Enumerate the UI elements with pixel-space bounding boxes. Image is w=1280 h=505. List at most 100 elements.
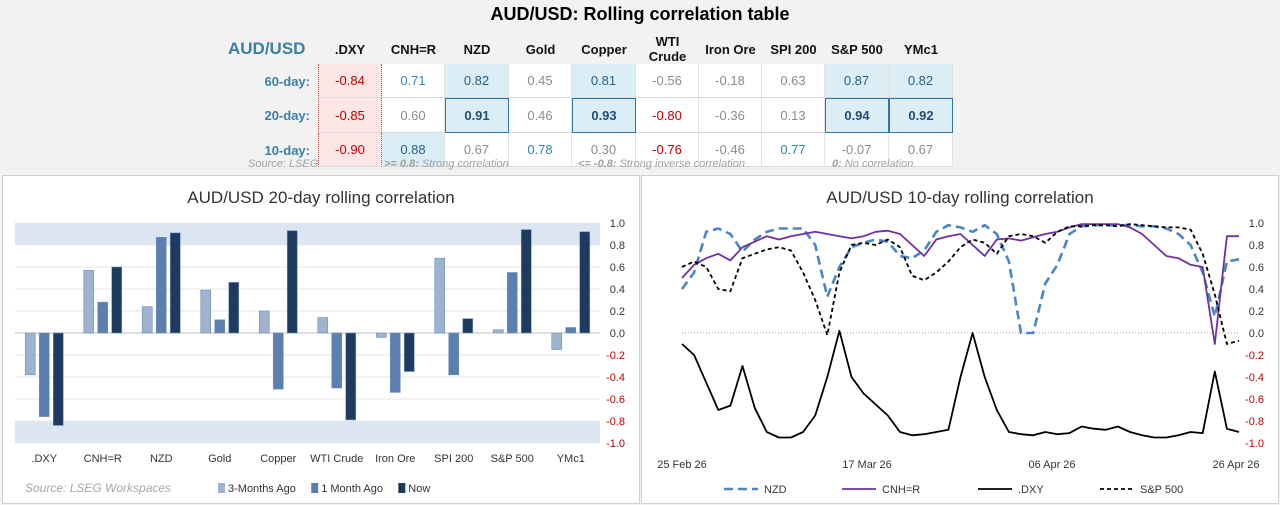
x-tick-label: NZD: [150, 453, 173, 465]
series-line: [681, 223, 1239, 345]
no-correlation-note: 0: No correlation: [832, 158, 914, 170]
bar: [228, 282, 240, 334]
series-line: [680, 223, 1240, 335]
line-chart: 1.0 0.8 0.6 0.4 0.2 0.0 -0.2 -0.4 -0.6 -0.8 -1.0 25…: [657, 218, 1264, 496]
bar: [169, 232, 181, 334]
bar: [38, 332, 50, 417]
legend-swatch: [218, 483, 225, 493]
line-chart-title: AUD/USD 10-day rolling correlation: [826, 188, 1094, 207]
bar: [375, 332, 387, 338]
table-corner-label: AUD/USD: [228, 39, 306, 58]
table-cell: 0.94: [825, 98, 889, 133]
y-tick-label: 0.8: [610, 240, 625, 252]
bar: [434, 257, 446, 334]
column-header: WTI Crude: [648, 34, 687, 64]
bar: [200, 289, 212, 334]
bar: [286, 230, 298, 334]
bar: [272, 332, 284, 390]
x-tick-label: WTI Crude: [310, 453, 363, 465]
table-cell: 0.45: [509, 64, 572, 98]
bar: [155, 236, 167, 334]
bar: [462, 318, 474, 334]
x-tick-label: 25 Feb 26: [657, 459, 707, 471]
table-cell: 0.78: [509, 133, 572, 167]
x-tick-label: Copper: [260, 453, 296, 465]
table-cell: 0.93: [572, 98, 636, 133]
table-cell: 0.63: [762, 64, 825, 98]
column-header: NZD: [463, 41, 491, 57]
x-tick-label: CNH=R: [84, 453, 122, 465]
table-cell: -0.84: [318, 64, 382, 98]
table-cell: 0.88: [382, 133, 445, 167]
bar-chart-panel: AUD/USD 20-day rolling correlation 1.0 0.…: [2, 175, 640, 504]
column-header: Gold: [525, 41, 556, 57]
bar: [565, 327, 577, 334]
strong-correlation-note: >= 0.8: Strong correlation: [384, 158, 509, 170]
y-tick-label: -0.4: [1245, 372, 1264, 384]
table-cell: -0.46: [699, 133, 762, 167]
legend-label: 3-Months Ago: [228, 483, 296, 495]
table-cell: 0.82: [445, 64, 509, 98]
bar: [345, 332, 357, 421]
bar: [258, 310, 270, 334]
page-title: AUD/USD: Rolling correlation table: [490, 4, 790, 24]
y-tick-label: -0.6: [606, 394, 625, 406]
x-tick-label: Gold: [208, 453, 231, 465]
legend-label: .DXY: [1018, 484, 1044, 496]
table-cell: -0.90: [318, 133, 382, 167]
x-tick-label: SPI 200: [434, 453, 473, 465]
y-tick-label: -0.2: [606, 350, 625, 362]
y-tick-label: 0.0: [610, 328, 625, 340]
y-tick-label: 0.2: [610, 306, 625, 318]
bar: [111, 266, 123, 334]
inverse-correlation-note: <= -0.8: Strong inverse correlation: [578, 158, 745, 170]
column-header: S&P 500: [831, 41, 883, 57]
table-cell: 0.77: [762, 133, 825, 167]
table-cell: 0.92: [889, 98, 953, 133]
x-tick-label: 17 Mar 26: [842, 459, 892, 471]
table-row: 20-day: -0.85 0.60 0.91 0.46 0.93 -0.80 -0.36 0.…: [228, 98, 953, 133]
bar: [448, 332, 460, 376]
column-header: CNH=R: [390, 41, 437, 57]
table-cell: 0.82: [889, 64, 953, 98]
legend-label: CNH=R: [882, 484, 920, 496]
correlation-table: AUD/USD .DXY CNH=R NZD Gold Copper WTI Crude Ir…: [228, 34, 953, 167]
bar: [520, 229, 532, 334]
table-cell: -0.85: [318, 98, 382, 133]
y-tick-label: 0.6: [1249, 262, 1264, 274]
series-line: [681, 329, 1240, 439]
legend-swatch: [398, 483, 406, 493]
legend-swatch: [311, 483, 319, 493]
table-cell: 0.71: [382, 64, 445, 98]
column-header: Iron Ore: [705, 41, 756, 57]
table-row: 10-day: -0.90 0.88 0.67 0.78 0.30 -0.76 -0.46 0.…: [228, 133, 953, 167]
column-header: .DXY: [334, 41, 366, 57]
row-label: 20-day:: [264, 108, 310, 123]
y-tick-label: 0.8: [1249, 240, 1264, 252]
y-tick-label: -1.0: [1245, 438, 1264, 450]
table-cell: 0.91: [445, 98, 509, 133]
legend-label: NZD: [764, 484, 787, 496]
y-tick-label: 0.0: [1249, 328, 1264, 340]
table-cell: 0.67: [445, 133, 509, 167]
bar: [506, 272, 518, 334]
legend-label: 1 Month Ago: [321, 483, 383, 495]
bar: [52, 332, 64, 426]
bar-chart-title: AUD/USD 20-day rolling correlation: [187, 188, 455, 207]
bar: [24, 332, 36, 376]
bar: [551, 332, 563, 350]
y-tick-label: -1.0: [606, 438, 625, 450]
x-tick-label: 26 Apr 26: [1212, 459, 1259, 471]
bar: [403, 332, 415, 372]
correlation-band: [15, 223, 600, 245]
chart-source: Source: LSEG Workspaces: [25, 481, 171, 495]
correlation-band: [15, 421, 600, 443]
table-cell: -0.56: [636, 64, 699, 98]
table-cell: 0.60: [382, 98, 445, 133]
bar: [83, 270, 95, 334]
y-tick-label: 0.2: [1249, 306, 1264, 318]
legend-label: S&P 500: [1140, 484, 1183, 496]
table-cell: 0.46: [509, 98, 572, 133]
y-tick-label: -0.8: [606, 416, 625, 428]
x-tick-label: 06 Apr 26: [1028, 459, 1075, 471]
